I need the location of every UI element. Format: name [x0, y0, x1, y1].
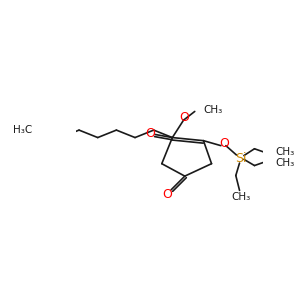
Text: O: O [179, 110, 189, 124]
Text: O: O [219, 137, 229, 150]
Text: CH₃: CH₃ [203, 105, 223, 115]
Text: CH₃: CH₃ [276, 147, 295, 157]
Text: Si: Si [235, 152, 247, 165]
Text: O: O [162, 188, 172, 201]
Text: O: O [145, 127, 155, 140]
Text: H₃C: H₃C [13, 125, 32, 135]
Text: CH₃: CH₃ [231, 192, 250, 202]
Text: CH₃: CH₃ [276, 158, 295, 168]
